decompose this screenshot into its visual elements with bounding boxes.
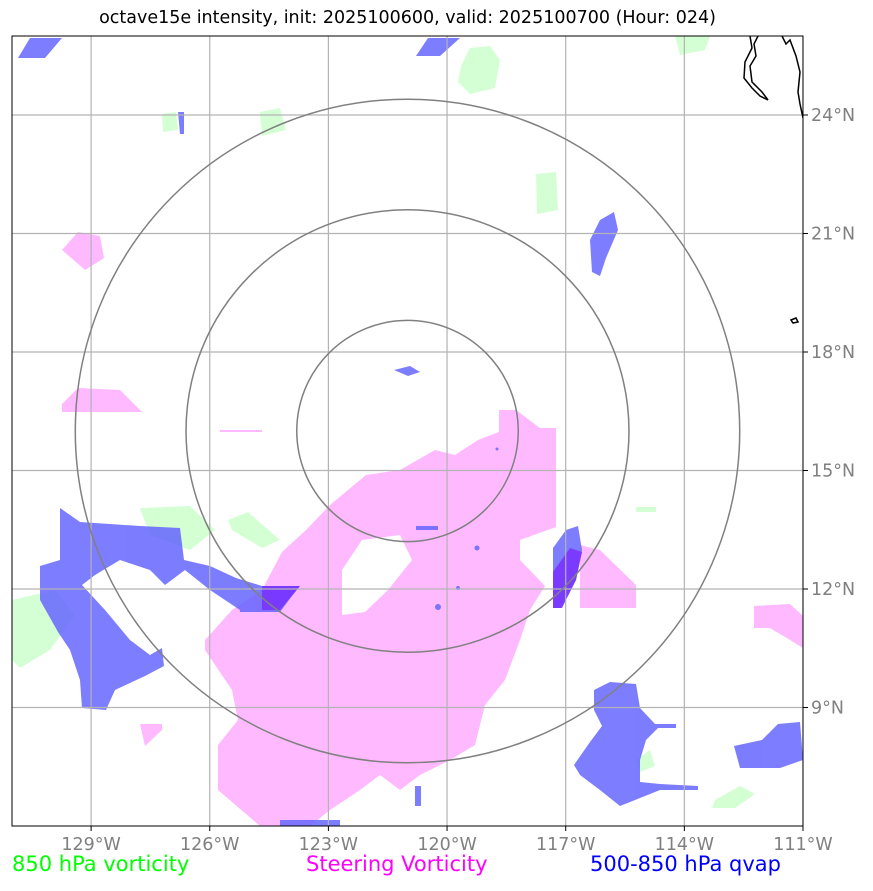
distance-ring (296, 319, 519, 543)
vorticity-patch (636, 750, 655, 772)
lon-label: 111°W (773, 835, 832, 855)
qvap-patch (415, 786, 421, 806)
steering-patch (220, 430, 262, 432)
qvap-dot (474, 545, 480, 551)
coastline (743, 36, 803, 324)
vorticity-patch (675, 36, 710, 55)
vorticity-patch (712, 786, 755, 808)
qvap-patch (178, 112, 184, 134)
vorticity-patch (636, 507, 656, 512)
latitude-labels: 9°N 12°N 15°N 18°N 21°N 24°N (811, 106, 855, 719)
qvap-patch (394, 366, 420, 376)
lon-label: 129°W (61, 835, 120, 855)
layer-steering-vorticity (62, 232, 803, 826)
distance-rings (74, 98, 741, 764)
lat-label: 9°N (811, 699, 844, 719)
coastline-mainland (781, 36, 803, 119)
longitude-labels: 129°W 126°W 123°W 120°W 117°W 114°W 111°W (61, 835, 832, 855)
legend-steering-vorticity: Steering Vorticity (306, 852, 488, 876)
distance-ring (185, 209, 630, 653)
coastline-baja (743, 36, 769, 101)
lat-label: 24°N (811, 106, 855, 126)
qvap-patch (40, 508, 300, 710)
qvap-dot (495, 447, 499, 451)
qvap-patch (416, 526, 438, 530)
vorticity-patch (458, 46, 500, 94)
lat-label: 15°N (811, 462, 855, 482)
qvap-dot (435, 604, 441, 610)
steering-patch (754, 604, 803, 648)
qvap-patch (280, 820, 340, 826)
legend-850-vorticity: 850 hPa vorticity (12, 852, 190, 876)
qvap-patch (18, 38, 62, 58)
steering-patch (580, 545, 636, 608)
map-frame (11, 35, 804, 827)
steering-patch (205, 410, 556, 826)
lon-label: 114°W (655, 835, 714, 855)
layer-overlap (262, 548, 582, 610)
distance-ring (74, 98, 741, 764)
axis-ticks (90, 114, 808, 831)
steering-patch (62, 232, 104, 270)
qvap-patch (416, 38, 460, 56)
vorticity-patch (228, 512, 280, 548)
lon-label: 123°W (299, 835, 358, 855)
field-layers (12, 36, 803, 826)
lat-label: 18°N (811, 343, 855, 363)
map-title: octave15e intensity, init: 2025100600, v… (99, 8, 716, 28)
steering-patch (62, 388, 142, 412)
lon-label: 126°W (180, 835, 239, 855)
coastline-island (789, 317, 800, 324)
overlap-patch (553, 548, 582, 608)
steering-patch (140, 724, 162, 746)
qvap-patch (734, 722, 803, 768)
legend-qvap: 500-850 hPa qvap (590, 852, 781, 876)
vorticity-patch (162, 112, 178, 132)
qvap-patch (590, 212, 618, 276)
qvap-patch (574, 682, 698, 806)
lat-label: 21°N (811, 225, 855, 245)
vorticity-patch (536, 172, 558, 214)
lon-label: 117°W (536, 835, 595, 855)
lon-label: 120°W (417, 835, 476, 855)
overlap-patch (262, 586, 300, 610)
map-grid (12, 36, 803, 826)
lat-label: 12°N (811, 580, 855, 600)
